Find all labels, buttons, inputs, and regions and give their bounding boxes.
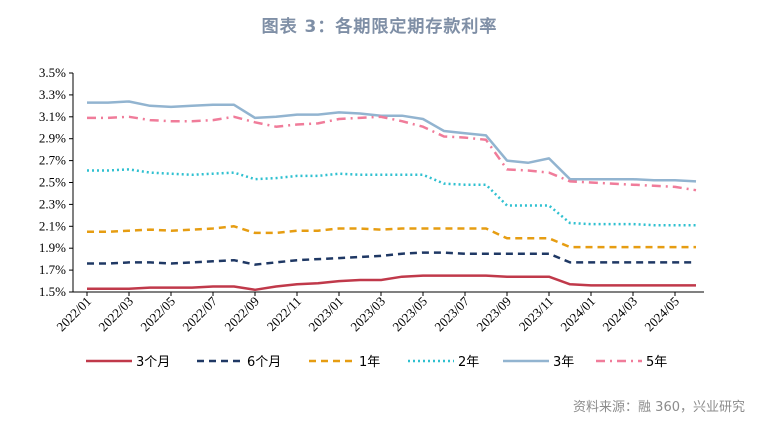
legend: 3个月 6个月 1年 2年 3年 5年 [86, 355, 667, 370]
source-note: 资料来源：融 360，兴业研究 [573, 400, 745, 415]
y-tick-label: 2.3% [39, 196, 66, 211]
legend-label-0: 3个月 [136, 355, 170, 370]
series-line-5 [87, 115, 697, 192]
x-tick-label: 2024/03 [599, 294, 640, 335]
y-tick-label: 1.5% [39, 284, 66, 299]
legend-label-4: 3年 [553, 355, 574, 370]
y-tick-label: 3.5% [39, 65, 66, 80]
x-tick-label: 2022/07 [179, 293, 220, 334]
y-tick-label: 2.1% [39, 218, 66, 233]
x-tick-label: 2023/03 [347, 294, 388, 335]
y-axis-ticks: 3.5% 3.3% 3.1% 2.9% 2.7% 2.5% 2.3% 2.1% 1.9% 1.7%… [39, 65, 73, 299]
x-tick-label: 2022/01 [53, 294, 94, 335]
x-tick-label: 2022/11 [264, 294, 304, 334]
x-tick-label: 2023/07 [431, 293, 472, 334]
y-tick-label: 1.9% [39, 240, 66, 255]
series-lines [87, 100, 697, 292]
y-tick-label: 2.5% [39, 175, 66, 190]
chart-title: 图表 3：各期限定期存款利率 [261, 17, 498, 37]
x-tick-label: 2023/01 [305, 294, 346, 335]
x-tick-label: 2022/09 [221, 294, 262, 335]
series-line-1 [87, 251, 696, 266]
x-tick-label: 2023/09 [473, 294, 514, 335]
x-tick-label: 2022/05 [137, 294, 178, 335]
x-tick-label: 2024/01 [557, 294, 598, 335]
legend-label-3: 2年 [458, 355, 479, 370]
y-tick-label: 3.1% [39, 109, 66, 124]
series-line-0 [87, 274, 696, 292]
series-line-2 [87, 225, 696, 249]
x-tick-label: 2022/03 [95, 294, 136, 335]
y-tick-label: 3.3% [39, 87, 66, 102]
series-line-3 [87, 168, 696, 227]
series-line-4 [87, 100, 697, 183]
x-tick-label: 2024/05 [641, 294, 682, 335]
legend-label-1: 6个月 [247, 355, 281, 370]
x-tick-label: 2023/05 [389, 294, 430, 335]
x-tick-label: 2023/11 [516, 294, 556, 334]
y-tick-label: 2.9% [39, 131, 66, 146]
legend-label-5: 5年 [646, 355, 667, 370]
y-tick-label: 2.7% [39, 153, 66, 168]
legend-label-2: 1年 [359, 355, 380, 370]
y-tick-label: 1.7% [39, 262, 66, 277]
x-axis-ticks: 2022/01 2022/03 2022/05 2022/07 2022/09 2022/… [53, 292, 682, 334]
